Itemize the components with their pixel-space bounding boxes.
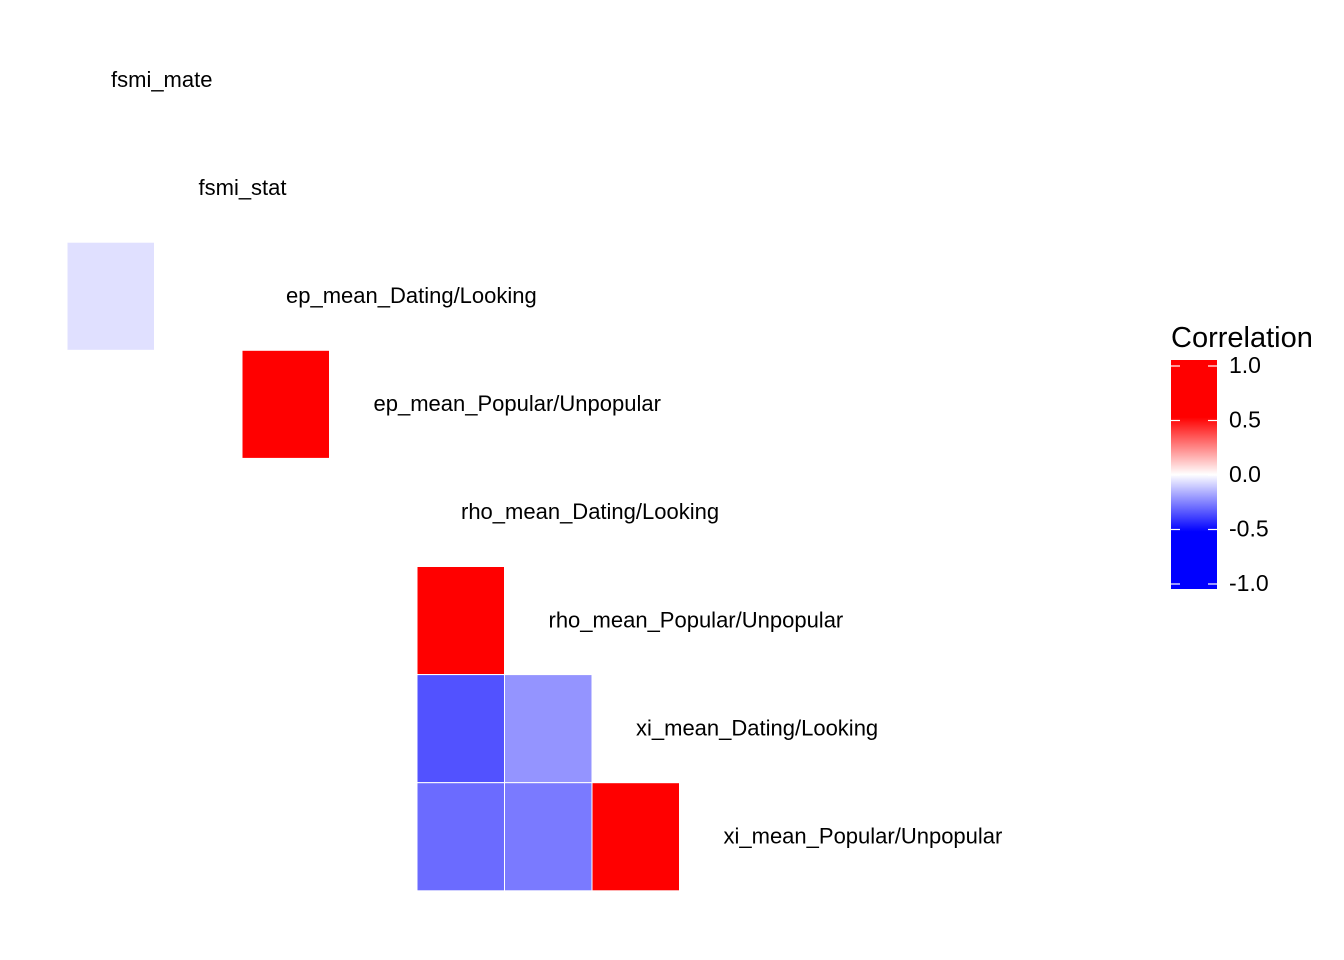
cell-ep-mean-dating-looking-x-fsmi-mate bbox=[66, 241, 155, 351]
cell-xi-mean-dating-looking-x-rho-mean-dating-looking bbox=[416, 674, 505, 784]
label-xi-mean-popular-unpopular: xi_mean_Popular/Unpopular bbox=[724, 824, 1003, 849]
legend-title: Correlation bbox=[1171, 322, 1313, 354]
legend-ticks: 1.0 0.5 0.0 -0.5 -1.0 bbox=[1171, 352, 1269, 596]
cell-xi-mean-popular-unpopular-x-xi-mean-dating-looking bbox=[591, 782, 680, 892]
legend-tick-label: -1.0 bbox=[1229, 570, 1269, 596]
legend-tick-label: 0.0 bbox=[1229, 461, 1261, 487]
color-legend: Correlation 1.0 0.5 0.0 -0.5 -1.0 bbox=[1171, 322, 1313, 596]
legend-tick-label: 1.0 bbox=[1229, 352, 1261, 378]
label-ep-mean-popular-unpopular: ep_mean_Popular/Unpopular bbox=[374, 391, 661, 416]
label-fsmi-mate: fsmi_mate bbox=[111, 67, 212, 92]
heatmap-cells bbox=[66, 241, 680, 892]
cell-xi-mean-popular-unpopular-x-rho-mean-popular-unpopular bbox=[504, 782, 593, 892]
legend-tick-label: 0.5 bbox=[1229, 407, 1261, 433]
cell-xi-mean-popular-unpopular-x-rho-mean-dating-looking bbox=[416, 782, 505, 892]
label-ep-mean-dating-looking: ep_mean_Dating/Looking bbox=[286, 283, 537, 308]
label-xi-mean-dating-looking: xi_mean_Dating/Looking bbox=[636, 715, 878, 740]
cell-xi-mean-dating-looking-x-rho-mean-popular-unpopular bbox=[504, 674, 593, 784]
legend-tick-label: -0.5 bbox=[1229, 516, 1269, 542]
label-fsmi-stat: fsmi_stat bbox=[199, 175, 287, 200]
label-rho-mean-dating-looking: rho_mean_Dating/Looking bbox=[461, 499, 719, 524]
variable-labels: fsmi_mate fsmi_stat ep_mean_Dating/Looking… bbox=[111, 67, 1002, 849]
label-rho-mean-popular-unpopular: rho_mean_Popular/Unpopular bbox=[549, 607, 844, 632]
cell-ep-mean-popular-unpopular-x-ep-mean-dating-looking bbox=[241, 349, 330, 459]
cell-rho-mean-popular-unpopular-x-rho-mean-dating-looking bbox=[416, 566, 505, 676]
